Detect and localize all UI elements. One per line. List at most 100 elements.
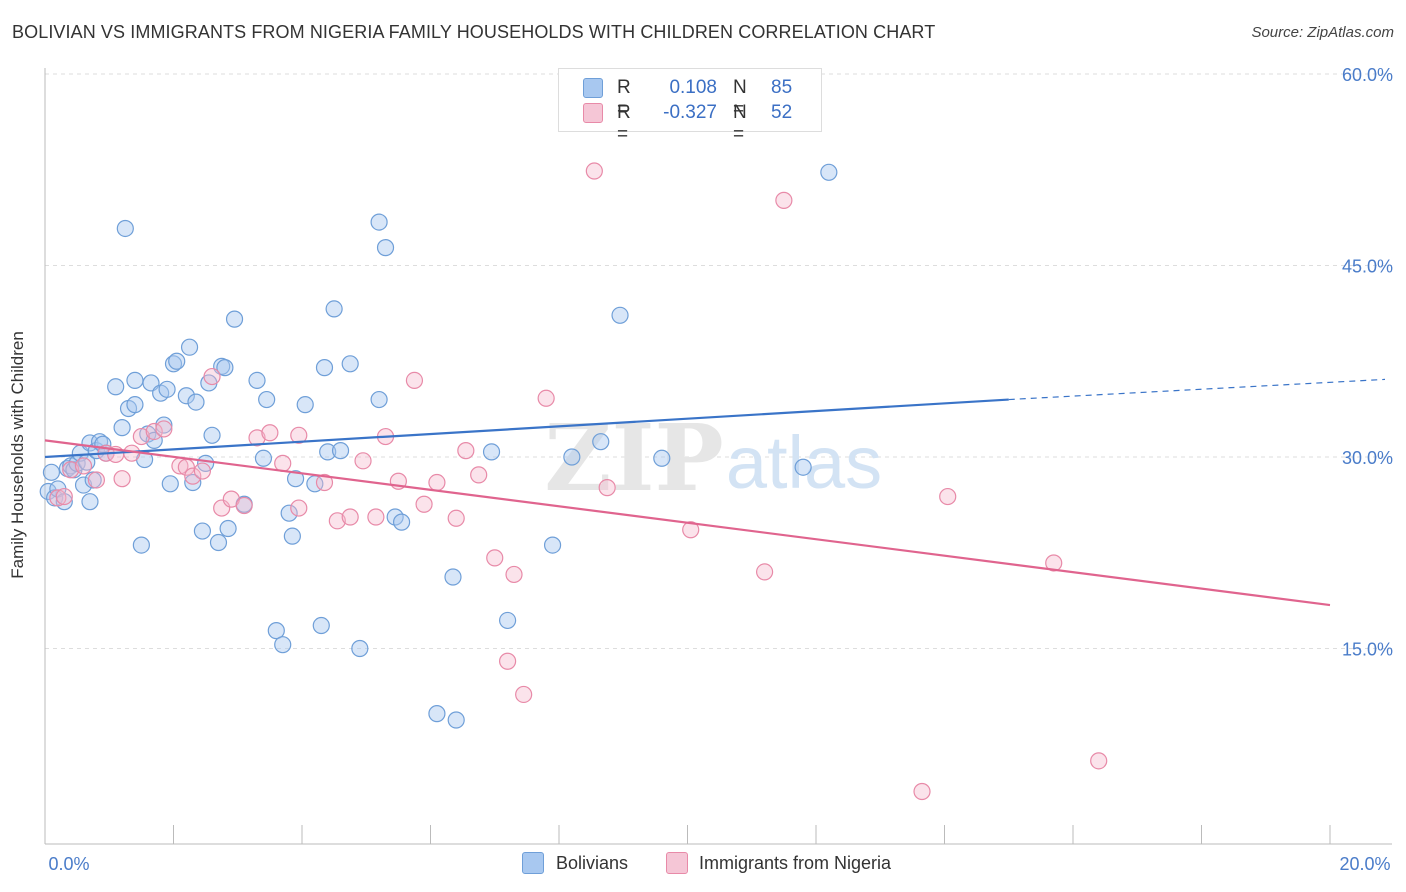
bolivians-point <box>126 396 144 414</box>
bolivians-point <box>193 522 212 540</box>
bolivians-point <box>81 493 99 511</box>
nigeria-point <box>87 471 106 489</box>
legend-label-bolivians: Bolivians <box>556 853 629 873</box>
bolivians-point <box>312 616 330 635</box>
nigeria-point <box>341 508 359 526</box>
nigeria-point <box>505 565 523 584</box>
legend-r-value: 0.108 <box>669 77 717 98</box>
legend-swatch-nigeria <box>666 852 688 874</box>
bolivians-point <box>258 390 276 409</box>
watermark: ZIP atlas <box>544 404 882 512</box>
nigeria-point <box>939 487 957 506</box>
source-label: Source: ZipAtlas.com <box>1251 24 1394 41</box>
bolivians-point <box>482 443 501 461</box>
bolivians-point <box>145 431 163 450</box>
watermark-atlas: atlas <box>726 421 882 504</box>
bolivians-point <box>653 449 671 467</box>
bolivians-point <box>319 443 337 461</box>
bolivians-point <box>203 426 221 444</box>
nigeria-point <box>145 422 163 441</box>
bolivians-point <box>611 306 629 324</box>
bolivians-point <box>158 380 176 398</box>
bolivians-point <box>341 355 359 373</box>
nigeria-point <box>290 426 308 444</box>
bolivians-point <box>280 504 298 522</box>
bolivians-point <box>180 338 199 356</box>
nigeria-point <box>74 457 93 475</box>
bolivians-point <box>376 239 395 257</box>
bolivians-point <box>107 378 125 396</box>
bolivians-point <box>116 219 134 238</box>
nigeria-points <box>49 162 1108 801</box>
nigeria-point <box>515 685 533 704</box>
nigeria-point <box>447 509 465 527</box>
legend-r-label: R = <box>617 77 631 120</box>
y-tick-label: 15.0% <box>1342 640 1393 660</box>
bolivians-point <box>132 536 150 554</box>
legend-r-label: R = <box>617 102 631 145</box>
bolivians-point <box>164 355 183 373</box>
legend-n-value: 52 <box>771 102 793 123</box>
nigeria-point <box>367 508 385 526</box>
bolivians-point <box>331 442 350 460</box>
bolivians-point <box>392 513 411 531</box>
nigeria-point <box>486 549 504 567</box>
bolivians-point <box>42 463 61 481</box>
bolivians-trend-extension <box>1008 378 1386 401</box>
nigeria-point <box>470 466 488 484</box>
nigeria-point <box>193 462 212 480</box>
nigeria-point <box>203 367 221 386</box>
bolivians-point <box>225 310 244 328</box>
tick-labels: 15.0% 30.0% 45.0% 60.0% 0.0% 20.0% <box>48 65 1393 874</box>
bolivians-point <box>155 416 173 434</box>
nigeria-point <box>405 371 424 389</box>
y-tick-label: 60.0% <box>1342 65 1393 85</box>
bolivians-point <box>161 475 179 493</box>
nigeria-point <box>913 782 931 801</box>
bolivians-point <box>184 473 202 492</box>
bolivians-point <box>428 705 446 723</box>
nigeria-point <box>1090 752 1108 770</box>
legend-swatch-pink <box>583 103 603 123</box>
bolivians-point <box>168 352 186 370</box>
bolivians-point <box>325 300 343 318</box>
legend-r-value: -0.327 <box>663 102 717 123</box>
nigeria-trend-line <box>44 439 1331 607</box>
series-legend: Bolivians Immigrants from Nigeria <box>0 852 1406 878</box>
bolivians-point <box>248 371 266 389</box>
nigeria-point <box>261 424 279 442</box>
bolivians-point <box>267 622 285 640</box>
nigeria-point <box>755 563 774 581</box>
nigeria-point <box>315 473 334 492</box>
nigeria-point <box>457 442 475 460</box>
nigeria-point <box>585 162 603 180</box>
nigeria-point <box>499 652 517 670</box>
bolivians-point <box>74 476 93 494</box>
legend-n-value: 85 <box>771 77 793 98</box>
nigeria-point <box>248 429 266 447</box>
bolivians-point <box>447 711 465 729</box>
bolivians-point <box>794 458 812 476</box>
legend-swatch-blue <box>583 78 603 98</box>
nigeria-point <box>113 470 131 488</box>
bolivians-point <box>286 470 305 488</box>
bolivians-point <box>296 396 314 414</box>
bolivians-point <box>592 433 610 451</box>
y-tick-label: 45.0% <box>1342 257 1393 277</box>
bolivians-point <box>820 163 838 181</box>
bolivians-point <box>126 371 144 389</box>
bolivians-point <box>563 448 581 466</box>
bolivians-trend-line <box>44 398 1009 459</box>
bolivians-point <box>219 519 237 538</box>
x-tick-label: 0.0% <box>48 854 89 874</box>
bolivians-point <box>283 527 301 545</box>
legend-n-label: N = <box>733 102 747 145</box>
bolivians-point <box>113 419 131 437</box>
nigeria-point <box>274 454 292 472</box>
correlation-legend: R = 0.108 N = 85 R = -0.327 N = 52 <box>558 68 822 145</box>
nigeria-point <box>415 495 433 513</box>
bolivians-point <box>177 387 195 405</box>
nigeria-point <box>428 473 446 492</box>
bolivians-point <box>187 393 205 411</box>
bolivians-point <box>216 359 234 377</box>
